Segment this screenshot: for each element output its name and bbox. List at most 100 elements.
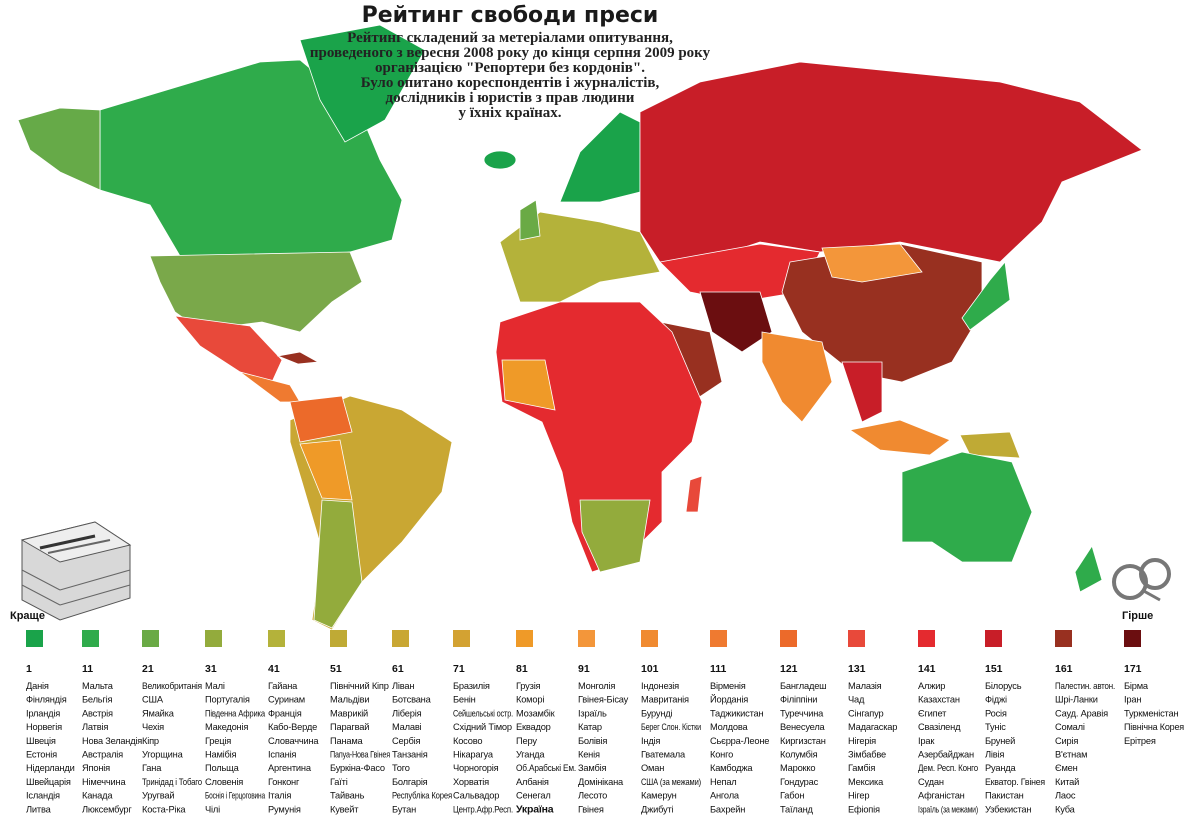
country-name: Іспанія [268, 750, 296, 760]
legend-swatch [453, 630, 470, 647]
country-name: Непал [710, 777, 737, 787]
country-name: Гвінея [578, 804, 604, 814]
country-name: Ісландія [26, 791, 60, 801]
country-name: Бангладеш [780, 681, 826, 691]
rank-label: 81 [516, 663, 528, 675]
country-name: Дем. Респ. Конго [918, 763, 978, 773]
rank-label: 141 [918, 663, 936, 675]
country-name: Канада [82, 791, 113, 801]
country-name: Сінгапур [848, 708, 883, 718]
country-name: Суринам [268, 695, 305, 705]
country-name: Туркменістан [1124, 708, 1178, 718]
country-name: В'єтнам [1055, 750, 1087, 760]
country-name: Бахрейн [710, 804, 745, 814]
mongolia [821, 243, 923, 283]
legend-swatch [142, 630, 159, 647]
india [761, 331, 833, 423]
country-name: Словенія [205, 777, 243, 787]
country-name: Болівія [578, 736, 607, 746]
rank-label: 111 [710, 663, 727, 675]
legend-swatch [1124, 630, 1141, 647]
country-name: Екватор. Гвінея [985, 777, 1045, 787]
country-name: Ефіопія [848, 804, 880, 814]
country-name: Мавританія [641, 695, 689, 705]
country-name: Того [392, 763, 410, 773]
country-name: Ангола [710, 791, 740, 801]
country-name: Афганістан [918, 791, 965, 801]
country-name: Нідерланди [26, 763, 75, 773]
country-name: Польща [205, 763, 240, 773]
country-name: Іран [1124, 695, 1141, 705]
legend-swatch [710, 630, 727, 647]
country-name: Єгипет [918, 708, 947, 718]
country-name: Катар [578, 722, 602, 732]
country-name: Австрія [82, 708, 113, 718]
country-name: Камерун [641, 791, 677, 801]
country-name: Сейшельські остр. [453, 708, 513, 718]
rank-label: 61 [392, 663, 404, 675]
country-name: Йорданія [710, 694, 748, 705]
colombia-venezuela [289, 395, 353, 443]
country-name: Гонконг [268, 777, 300, 787]
country-name: Естонія [26, 750, 57, 760]
country-name: Тайвань [330, 791, 365, 801]
rank-label: 51 [330, 663, 342, 675]
rank-label: 101 [641, 663, 659, 675]
country-name: Нігерія [848, 736, 876, 746]
country-name: Камбоджа [710, 763, 753, 773]
country-name: Лаос [1055, 791, 1076, 801]
label-better: Краще [10, 610, 45, 622]
country-name: Чехія [142, 722, 164, 732]
country-name: Буркіна-Фасо [330, 763, 385, 773]
country-name: Малі [205, 681, 225, 691]
country-name: Італія [268, 791, 291, 801]
legend-swatch [848, 630, 865, 647]
country-name: Великобританія [142, 681, 202, 691]
country-name: Оман [641, 763, 664, 773]
country-name: Танзанія [392, 750, 428, 760]
country-name: Грузія [516, 681, 541, 691]
country-name: Домінікана [578, 777, 624, 787]
rank-label: 41 [268, 663, 280, 675]
country-name: Боснія і Герцоговина [205, 791, 266, 801]
country-name: США (за межами) [641, 777, 701, 787]
subtitle-line: проведеного з вересня 2008 року до кінця… [310, 45, 711, 61]
west-africa [501, 359, 556, 411]
greenland [299, 24, 426, 143]
country-name: Мальдіви [330, 695, 369, 705]
country-name: Франція [268, 708, 302, 718]
country-name: Фіджі [985, 695, 1007, 705]
peru-bolivia [299, 439, 353, 501]
legend-swatch [641, 630, 658, 647]
country-name: Індія [641, 736, 660, 746]
country-name: Замбія [578, 763, 606, 773]
country-name: Аргентина [268, 763, 312, 773]
russia [639, 61, 1143, 263]
legend-swatch [516, 630, 533, 647]
legend-swatch [82, 630, 99, 647]
rank-label: 171 [1124, 663, 1142, 675]
country-name: Руанда [985, 763, 1016, 773]
country-name: Росія [985, 708, 1007, 718]
country-name: Північний Кіпр [330, 681, 389, 691]
legend-swatch [780, 630, 797, 647]
country-name: Гаїті [330, 777, 348, 787]
legend-swatch [330, 630, 347, 647]
rank-label: 1 [26, 663, 32, 675]
country-name: Швеція [26, 736, 56, 746]
southern-africa [579, 499, 651, 573]
country-name: Ізраїль (за межами) [918, 804, 978, 814]
country-name: Греція [205, 736, 231, 746]
country-name: Республіка Корея [392, 791, 452, 801]
country-name: Зімбабве [848, 750, 886, 760]
rank-label: 121 [780, 663, 798, 675]
country-name: Албанія [516, 777, 549, 787]
country-name: Центр.Афр.Респ. [453, 804, 513, 814]
rank-label: 31 [205, 663, 217, 675]
country-name: Марокко [780, 763, 815, 773]
country-name: Білорусь [985, 681, 1022, 691]
country-name: Молдова [710, 722, 748, 732]
japan [961, 261, 1011, 331]
newspaper-icon [20, 521, 132, 621]
